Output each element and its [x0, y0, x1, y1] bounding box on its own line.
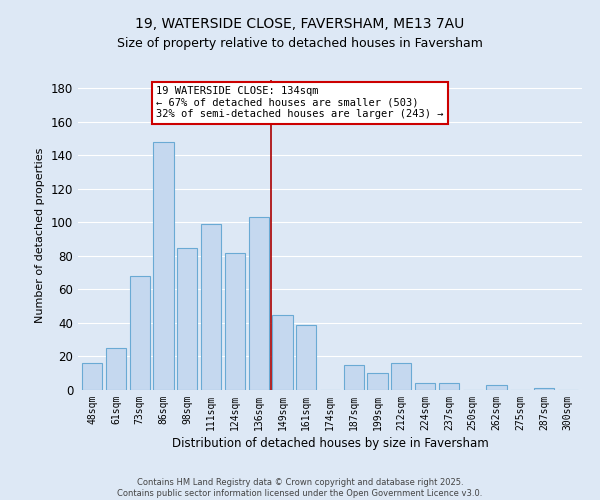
Bar [130, 276, 150, 390]
Bar [82, 363, 103, 390]
Bar [391, 363, 412, 390]
Bar [248, 218, 269, 390]
Text: Size of property relative to detached houses in Faversham: Size of property relative to detached ho… [117, 38, 483, 51]
Y-axis label: Number of detached properties: Number of detached properties [35, 148, 45, 322]
Bar [106, 348, 126, 390]
Text: Contains HM Land Registry data © Crown copyright and database right 2025.
Contai: Contains HM Land Registry data © Crown c… [118, 478, 482, 498]
X-axis label: Distribution of detached houses by size in Faversham: Distribution of detached houses by size … [172, 437, 488, 450]
Bar [439, 384, 459, 390]
Bar [296, 324, 316, 390]
Bar [344, 365, 364, 390]
Bar [154, 142, 173, 390]
Bar [225, 252, 245, 390]
Text: 19, WATERSIDE CLOSE, FAVERSHAM, ME13 7AU: 19, WATERSIDE CLOSE, FAVERSHAM, ME13 7AU [136, 18, 464, 32]
Bar [272, 314, 293, 390]
Bar [367, 373, 388, 390]
Bar [534, 388, 554, 390]
Bar [415, 384, 435, 390]
Bar [201, 224, 221, 390]
Bar [487, 385, 506, 390]
Text: 19 WATERSIDE CLOSE: 134sqm
← 67% of detached houses are smaller (503)
32% of sem: 19 WATERSIDE CLOSE: 134sqm ← 67% of deta… [156, 86, 443, 120]
Bar [177, 248, 197, 390]
